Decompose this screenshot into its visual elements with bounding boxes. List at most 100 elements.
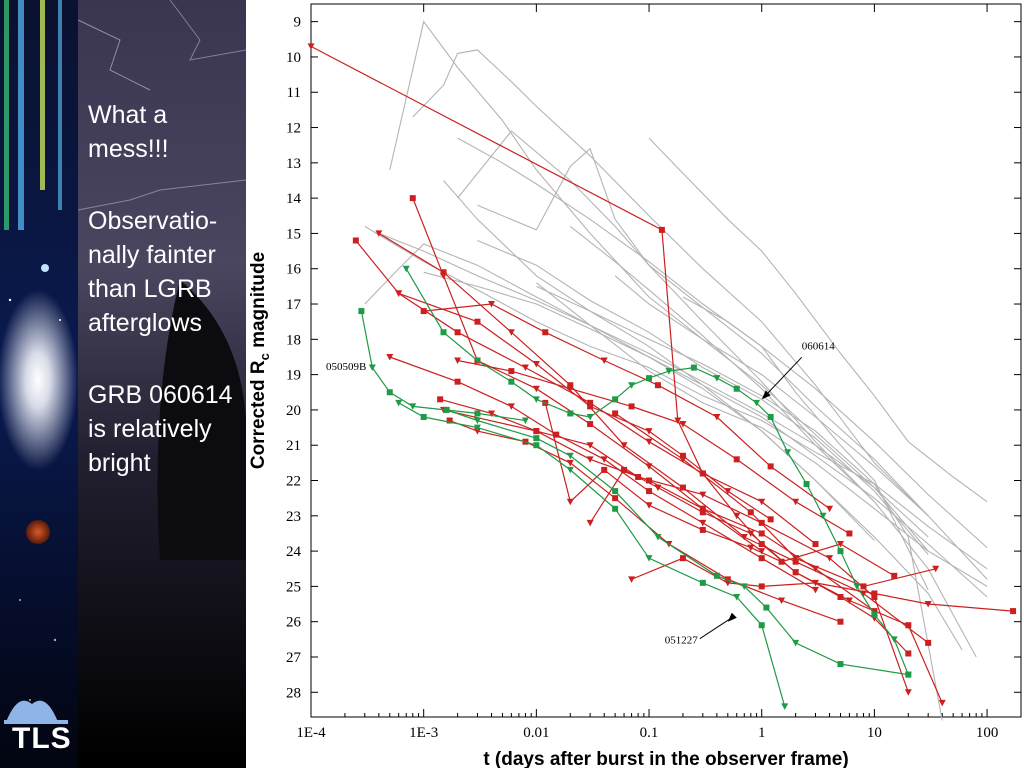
short-point xyxy=(440,269,447,276)
short-point xyxy=(532,385,540,393)
x-tick-label: 0.01 xyxy=(523,725,549,741)
short-series-line xyxy=(457,359,850,535)
observatory-dome-icon xyxy=(4,700,68,724)
highlight-point xyxy=(740,583,748,590)
short-point xyxy=(628,576,636,583)
short-point xyxy=(395,290,403,297)
x-tick-label: 0.1 xyxy=(640,725,659,741)
short-point xyxy=(473,428,481,435)
y-tick-label: 20 xyxy=(286,403,301,419)
x-tick-label: 1 xyxy=(758,725,766,741)
y-tick-label: 9 xyxy=(294,15,302,31)
lightcurve-chart: 9 10 11 12 13 14 15 16 17 18 19 20 21 22 23 24 25 26 27 28 1… xyxy=(248,3,1022,768)
highlight-point xyxy=(890,636,898,643)
short-point xyxy=(440,272,448,280)
short-series-line xyxy=(310,45,909,654)
highlight-point xyxy=(395,399,403,407)
y-tick-label: 21 xyxy=(286,438,301,454)
annotation-label: 060614 xyxy=(802,340,836,352)
long-series-line xyxy=(378,232,929,538)
short-point xyxy=(621,466,628,473)
short-point xyxy=(747,544,755,552)
annotation-arrowhead xyxy=(761,390,771,400)
short-point xyxy=(826,505,834,513)
short-point xyxy=(724,579,732,587)
y-tick-label: 22 xyxy=(286,474,301,490)
short-point xyxy=(645,438,653,446)
highlight-point xyxy=(440,329,447,336)
short-point xyxy=(654,484,662,492)
short-point xyxy=(600,456,608,463)
short-point xyxy=(811,579,819,587)
short-point xyxy=(586,442,594,449)
space-background-art xyxy=(0,0,246,768)
highlight-point xyxy=(654,533,662,541)
highlight-point xyxy=(420,413,427,420)
highlight-point xyxy=(699,579,706,586)
bullet-1: What a mess!!! xyxy=(88,101,169,163)
bullet-3: GRB 060614 is relatively bright xyxy=(88,381,233,477)
short-point xyxy=(454,378,461,385)
highlight-point xyxy=(532,396,540,403)
short-point xyxy=(488,410,496,417)
short-point xyxy=(905,622,912,629)
short-series-line xyxy=(398,292,771,520)
short-point xyxy=(932,565,940,573)
short-point xyxy=(891,572,898,579)
short-point xyxy=(871,593,878,600)
short-point xyxy=(845,597,853,605)
short-point xyxy=(679,555,686,562)
highlight-point xyxy=(473,357,481,364)
highlight-point xyxy=(508,378,515,385)
short-point xyxy=(352,237,359,244)
long-series-line xyxy=(648,137,988,503)
plot-frame xyxy=(310,3,1022,718)
y-tick-label: 12 xyxy=(286,121,301,137)
highlight-point xyxy=(646,375,653,382)
short-point xyxy=(645,502,653,509)
y-axis-title: Corrected Rc magnitude xyxy=(248,252,272,469)
short-point xyxy=(645,428,653,435)
short-point xyxy=(488,301,496,308)
short-point xyxy=(826,555,834,562)
highlight-point xyxy=(612,505,619,512)
short-point xyxy=(758,541,765,548)
short-point xyxy=(767,463,774,470)
short-series-line xyxy=(412,197,763,552)
short-point xyxy=(679,452,686,459)
highlight-point xyxy=(567,410,574,417)
long-series-line xyxy=(477,239,929,555)
slide-sidebar: What a mess!!! Observatio-nally fainter … xyxy=(0,0,246,768)
short-point xyxy=(733,512,741,520)
highlight-point xyxy=(566,452,574,460)
highlight-point xyxy=(853,583,861,590)
short-point xyxy=(386,353,394,361)
highlight-point xyxy=(358,308,365,315)
highlight-point xyxy=(368,364,376,372)
short-point xyxy=(587,399,594,406)
short-point xyxy=(778,558,785,565)
short-series-line xyxy=(423,303,830,510)
short-point xyxy=(654,382,661,389)
short-point xyxy=(713,413,721,421)
highlight-point xyxy=(473,424,481,432)
highlight-point xyxy=(690,364,697,371)
short-point xyxy=(925,639,932,646)
y-tick-label: 23 xyxy=(286,509,301,525)
short-point xyxy=(532,361,540,368)
chart-panel: 9 10 11 12 13 14 15 16 17 18 19 20 21 22 23 24 25 26 27 28 1… xyxy=(246,0,1024,768)
short-point xyxy=(674,417,682,425)
highlight-point xyxy=(837,548,844,555)
highlight-point xyxy=(792,639,800,647)
short-point xyxy=(307,43,315,50)
short-point xyxy=(792,498,800,506)
y-tick-label: 25 xyxy=(286,579,301,595)
short-point xyxy=(811,586,819,594)
short-point xyxy=(758,583,765,590)
highlight-point xyxy=(443,406,450,413)
annotation-label: 051227 xyxy=(665,635,699,647)
short-point xyxy=(747,530,755,537)
short-series-line xyxy=(631,557,1014,612)
short-point xyxy=(587,421,594,428)
short-point xyxy=(437,396,444,403)
